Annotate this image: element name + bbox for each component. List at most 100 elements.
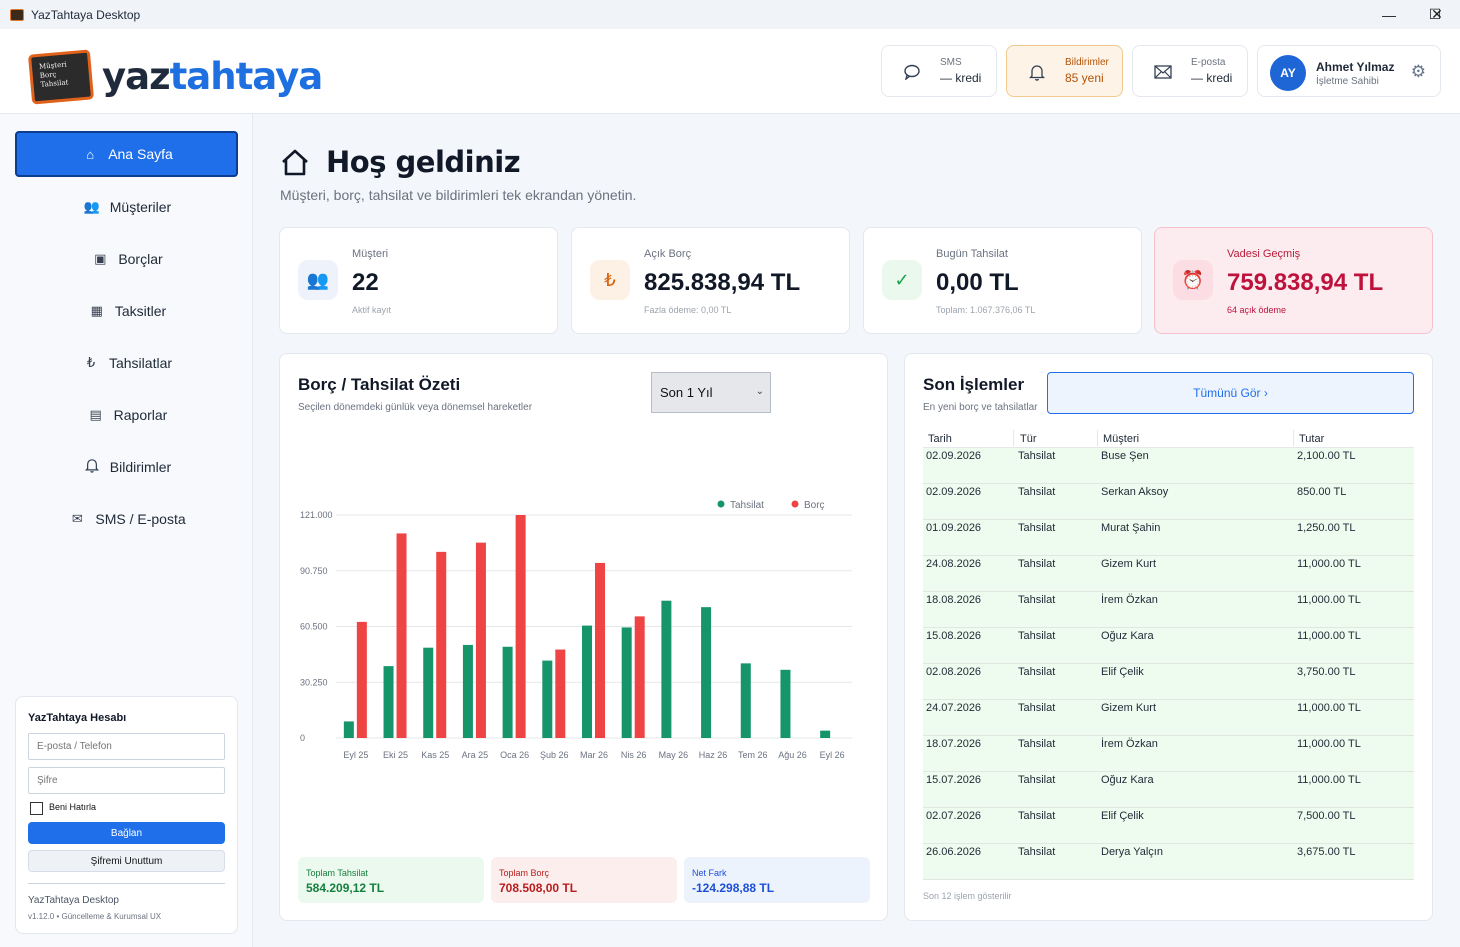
row-customer: Gizem Kurt <box>1101 702 1157 714</box>
stat-card-bugun-tahsilat[interactable]: ✓ Bugün Tahsilat 0,00 TL Toplam: 1.067.3… <box>863 227 1142 334</box>
row-customer: Gizem Kurt <box>1101 558 1157 570</box>
user-name: Ahmet Yılmaz <box>1316 60 1395 74</box>
sidebar-item-sms-eposta[interactable]: ✉ SMS / E-posta <box>15 496 238 542</box>
view-all-button[interactable]: Tümünü Gör › <box>1047 372 1414 414</box>
row-type: Tahsilat <box>1018 738 1056 750</box>
notifications-count: 85 yeni <box>1065 71 1104 85</box>
lira-icon: ₺ <box>86 355 96 370</box>
table-row[interactable]: 15.07.2026 Tahsilat Oğuz Kara 11,000.00 TL <box>923 772 1414 808</box>
row-date: 02.08.2026 <box>926 666 982 678</box>
table-row[interactable]: 15.08.2026 Tahsilat Oğuz Kara 11,000.00 TL <box>923 628 1414 664</box>
connect-button[interactable]: Bağlan <box>28 822 225 844</box>
row-date: 15.07.2026 <box>926 774 982 786</box>
email-value: — kredi <box>1191 71 1233 85</box>
email-phone-input[interactable] <box>28 733 225 760</box>
table-row[interactable]: 18.07.2026 Tahsilat İrem Özkan 11,000.00 TL <box>923 736 1414 772</box>
stat-detail: Toplam: 1.067.376,06 TL <box>936 305 1036 315</box>
sidebar-item-bildirimler[interactable]: Bildirimler <box>15 444 238 490</box>
x-tick-label: Nis 26 <box>621 750 647 760</box>
bar-tahsilat <box>621 627 632 738</box>
table-row[interactable]: 26.06.2026 Tahsilat Derya Yalçın 3,675.00 T… <box>923 844 1414 880</box>
stat-card-vadesi-gecmis[interactable]: ⏰ Vadesi Geçmiş 759.838,94 TL 64 açık öd… <box>1154 227 1433 334</box>
app-version: v1.12.0 • Güncelleme & Kurumsal UX <box>28 912 162 921</box>
minimize-button[interactable]: — <box>1382 6 1396 23</box>
notifications-chip[interactable]: Bildirimler 85 yeni <box>1006 45 1123 97</box>
summary-label: Net Fark <box>692 868 727 878</box>
table-row[interactable]: 02.08.2026 Tahsilat Elif Çelik 3,750.00 TL <box>923 664 1414 700</box>
period-select[interactable]: Son 1 Yıl ⌄ <box>651 372 771 413</box>
row-amount: 11,000.00 TL <box>1297 702 1361 714</box>
account-title: YazTahtaya Hesabı <box>28 712 127 724</box>
recent-transactions-panel: Son İşlemler En yeni borç ve tahsilatlar… <box>904 353 1433 921</box>
sidebar-item-tahsilatlar[interactable]: ₺ Tahsilatlar <box>15 340 238 386</box>
x-tick-label: Eyl 25 <box>343 750 368 760</box>
row-customer: Murat Şahin <box>1101 522 1161 534</box>
stat-card-acik-borc[interactable]: ₺ Açık Borç 825.838,94 TL Fazla ödeme: 0… <box>571 227 850 334</box>
stat-detail: 64 açık ödeme <box>1227 305 1287 315</box>
x-tick-label: Eki 25 <box>383 750 408 760</box>
bar-borç <box>396 533 407 738</box>
row-amount: 11,000.00 TL <box>1297 594 1361 606</box>
legend-swatch <box>791 500 799 508</box>
table-row[interactable]: 02.09.2026 Tahsilat Serkan Aksoy 850.00 TL <box>923 484 1414 520</box>
column-divider[interactable] <box>1293 430 1294 446</box>
sidebar-item-ana-sayfa[interactable]: ⌂ Ana Sayfa <box>15 131 238 177</box>
sidebar-item-musteriler[interactable]: 👥 Müşteriler <box>15 184 238 230</box>
table-row[interactable]: 18.08.2026 Tahsilat İrem Özkan 11,000.00 TL <box>923 592 1414 628</box>
user-profile-chip[interactable]: AY Ahmet Yılmaz İşletme Sahibi ⚙ <box>1257 45 1441 97</box>
forgot-password-button[interactable]: Şifremi Unuttum <box>28 850 225 872</box>
bar-tahsilat <box>780 669 791 738</box>
sidebar-item-raporlar[interactable]: ▤ Raporlar <box>15 392 238 438</box>
avatar: AY <box>1270 55 1306 91</box>
chart-subtitle: Seçilen dönemdeki günlük veya dönemsel h… <box>298 402 533 413</box>
sms-credit-chip[interactable]: SMS — kredi <box>881 45 997 97</box>
close-button[interactable]: ✕ <box>1431 6 1443 22</box>
row-type: Tahsilat <box>1018 666 1056 678</box>
table-row[interactable]: 24.08.2026 Tahsilat Gizem Kurt 11,000.00 TL <box>923 556 1414 592</box>
gear-icon[interactable]: ⚙ <box>1410 62 1426 81</box>
table-row[interactable]: 24.07.2026 Tahsilat Gizem Kurt 11,000.00 TL <box>923 700 1414 736</box>
email-credit-chip[interactable]: E-posta — kredi <box>1132 45 1248 97</box>
sidebar-item-borclar[interactable]: ▣ Borçlar <box>15 236 238 282</box>
column-header[interactable]: Müşteri <box>1103 433 1140 445</box>
column-divider[interactable] <box>1097 430 1098 446</box>
window-title: YazTahtaya Desktop <box>31 7 141 22</box>
stat-card-musteri[interactable]: 👥 Müşteri 22 Aktif kayıt <box>279 227 558 334</box>
sidebar-item-label: Taksitler <box>114 303 167 319</box>
transactions-table: Tarih Tür Müşteri Tutar 02.09.2026 Tahsil… <box>923 428 1414 880</box>
password-input[interactable] <box>28 767 225 794</box>
bar-tahsilat <box>820 730 831 738</box>
sidebar-item-label: SMS / E-posta <box>95 511 186 527</box>
table-row[interactable]: 02.07.2026 Tahsilat Elif Çelik 7,500.00 TL <box>923 808 1414 844</box>
sidebar-item-taksitler[interactable]: ▦ Taksitler <box>15 288 238 334</box>
column-divider[interactable] <box>1013 430 1014 446</box>
column-header[interactable]: Tür <box>1020 433 1037 445</box>
page-subtitle: Müşteri, borç, tahsilat ve bildirimleri … <box>280 187 637 203</box>
sidebar-item-label: Tahsilatlar <box>108 355 173 371</box>
check-icon: ✓ <box>882 260 922 300</box>
row-type: Tahsilat <box>1018 558 1056 570</box>
row-customer: İrem Özkan <box>1101 594 1158 606</box>
bar-borç <box>356 621 367 738</box>
row-date: 24.07.2026 <box>926 702 982 714</box>
x-tick-label: Şub 26 <box>540 750 569 760</box>
bar-tahsilat <box>502 646 513 738</box>
row-date: 15.08.2026 <box>926 630 982 642</box>
row-date: 01.09.2026 <box>926 522 982 534</box>
y-tick-label: 60.500 <box>300 622 328 632</box>
maximize-button[interactable]: ☐ <box>1428 6 1442 22</box>
table-row[interactable]: 01.09.2026 Tahsilat Murat Şahin 1,250.00 TL <box>923 520 1414 556</box>
bar-borç <box>634 616 645 738</box>
row-type: Tahsilat <box>1018 594 1056 606</box>
chart-panel: 0 30.250 60.500 90.750 121.000 Eyl 25 Eki 25 Ka… <box>279 353 888 921</box>
debt-icon: ▣ <box>94 251 107 266</box>
stat-label: Bugün Tahsilat <box>936 248 1008 260</box>
column-header[interactable]: Tarih <box>928 433 952 445</box>
table-row[interactable]: 02.09.2026 Tahsilat Buse Şen 2,100.00 TL <box>923 448 1414 484</box>
row-customer: Elif Çelik <box>1101 666 1144 678</box>
column-header[interactable]: Tutar <box>1299 433 1325 445</box>
row-amount: 11,000.00 TL <box>1297 630 1361 642</box>
remember-checkbox[interactable] <box>30 802 43 815</box>
logo-wordmark: yaztahtaya <box>102 55 323 98</box>
table-body: 02.09.2026 Tahsilat Buse Şen 2,100.00 TL 02.… <box>923 448 1414 880</box>
